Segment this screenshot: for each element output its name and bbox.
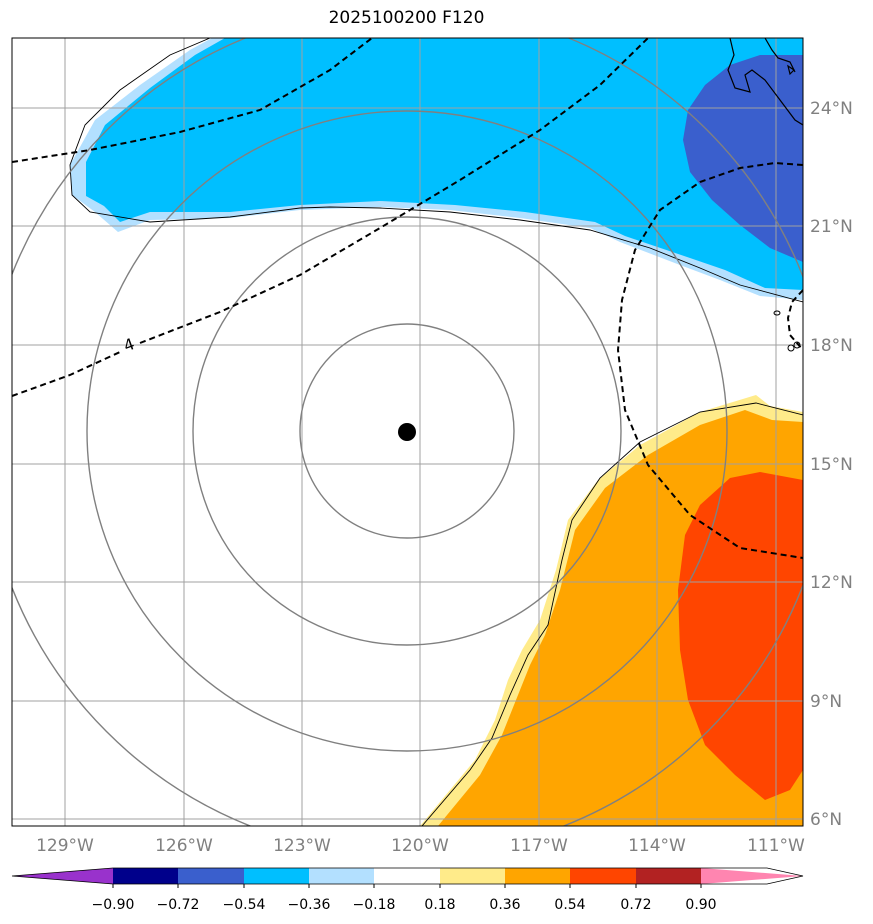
colorbar-tick-label: 0.90 — [685, 897, 716, 913]
strong-negative-anomaly — [683, 55, 803, 262]
colorbar-ticks: −0.90 −0.72 −0.54 −0.36 −0.18 0.18 0.36 … — [92, 897, 717, 913]
colorbar-tick-label: 0.18 — [424, 897, 455, 913]
lat-label: 9°N — [810, 692, 842, 712]
negative-anomaly-region — [86, 38, 803, 290]
lon-label: 111°W — [747, 836, 805, 856]
colorbar-segment — [309, 868, 374, 884]
colorbar-segment — [701, 868, 803, 884]
negative-anomaly-contour — [69, 38, 803, 303]
coastline — [727, 38, 803, 126]
colorbar-segment — [113, 868, 178, 884]
island — [793, 341, 801, 349]
lat-axis: 24°N 21°N 18°N 15°N 12°N 9°N 6°N — [810, 99, 853, 830]
island — [773, 310, 781, 316]
lon-axis: 129°W 126°W 123°W 120°W 117°W 114°W 111°… — [36, 836, 805, 856]
lon-label: 123°W — [273, 836, 331, 856]
lon-label: 114°W — [628, 836, 686, 856]
coastline-detail — [764, 38, 796, 76]
colorbar-segment — [12, 868, 113, 884]
positive-anomaly-contour — [421, 402, 803, 826]
colorbar-segment — [505, 868, 570, 884]
lat-label: 18°N — [810, 336, 853, 356]
graticule — [12, 38, 803, 826]
lon-label: 129°W — [36, 836, 94, 856]
map-plot-area: 4 — [12, 38, 803, 826]
map-title: 2025100200 F120 — [328, 8, 485, 28]
colorbar-tick-label: 0.72 — [620, 897, 651, 913]
storm-center-marker — [398, 423, 416, 441]
lon-label: 120°W — [391, 836, 449, 856]
island — [787, 344, 795, 352]
lon-label: 126°W — [155, 836, 213, 856]
colorbar-tick-label: −0.36 — [288, 897, 331, 913]
lat-label: 21°N — [810, 217, 853, 237]
lat-label: 6°N — [810, 810, 842, 830]
lon-label: 117°W — [510, 836, 568, 856]
colorbar-segment — [636, 868, 701, 884]
dashed-contours — [12, 38, 803, 559]
colorbar-segment — [440, 868, 505, 884]
colorbar-tick-label: −0.72 — [157, 897, 200, 913]
lat-label: 15°N — [810, 455, 853, 475]
lat-label: 12°N — [810, 573, 853, 593]
colorbar-tick-label: −0.18 — [353, 897, 396, 913]
map-frame — [11, 37, 804, 827]
colorbar-segment — [244, 868, 309, 884]
colorbar-segment — [570, 868, 636, 884]
colorbar-segment — [374, 868, 440, 884]
colorbar-tick-label: 0.54 — [554, 897, 585, 913]
colorbar-tick-label: 0.36 — [489, 897, 520, 913]
colorbar-tick-label: −0.54 — [223, 897, 266, 913]
lat-label: 24°N — [810, 99, 853, 119]
range-rings — [12, 38, 803, 826]
colorbar-segment — [178, 868, 244, 884]
colorbar — [11, 867, 804, 888]
colorbar-tick-label: −0.90 — [92, 897, 135, 913]
